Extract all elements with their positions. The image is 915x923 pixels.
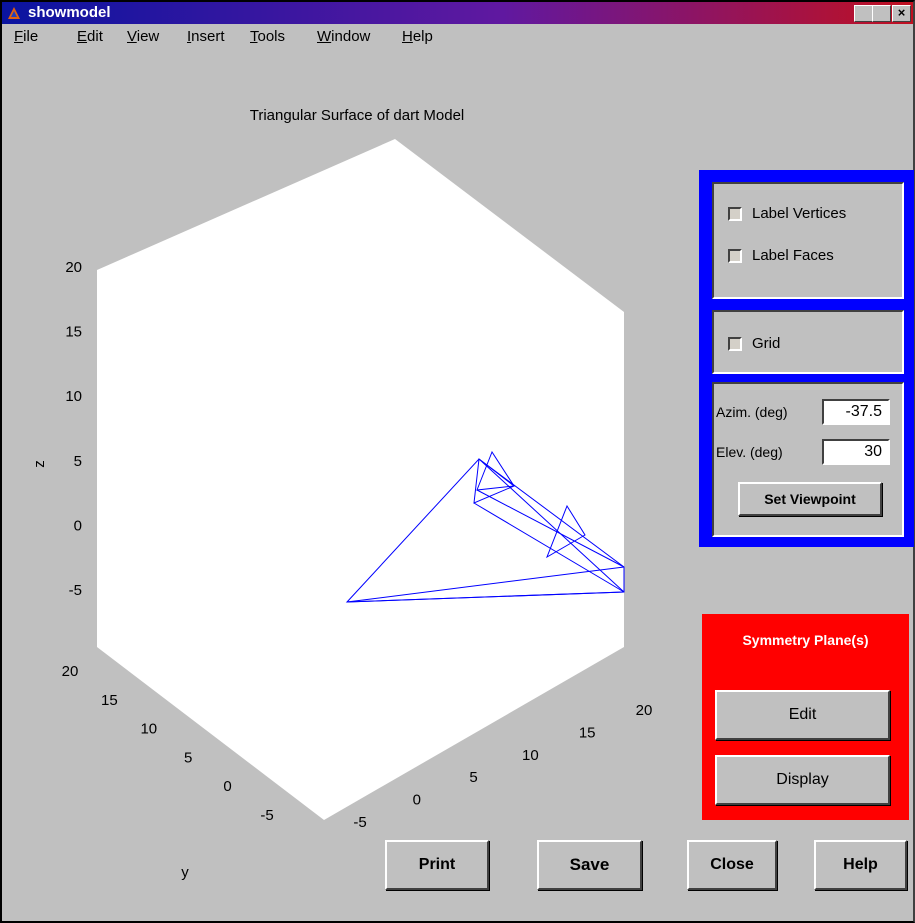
window-title: showmodel	[28, 4, 111, 21]
menu-bar: File Edit View Insert Tools Window Help	[2, 24, 913, 50]
label-vertices-label: Label Vertices	[752, 205, 847, 222]
x-tick-label: 10	[522, 747, 539, 764]
z-tick-label: 0	[74, 517, 82, 534]
x-tick-label: 20	[636, 702, 653, 719]
label-vertices-checkbox[interactable]	[728, 207, 742, 221]
label-group: Label Vertices Label Faces	[712, 182, 904, 299]
label-faces-label: Label Faces	[752, 247, 834, 264]
menu-item[interactable]: Insert	[187, 28, 225, 45]
plot-title: Triangular Surface of dart Model	[250, 107, 465, 124]
z-tick-label: -5	[69, 582, 82, 599]
close-window-button[interactable]: ×	[892, 5, 911, 22]
symmetry-panel: Symmetry Plane(s) Edit Display	[702, 614, 909, 820]
plot: Triangular Surface of dart Model z y 20 1…	[31, 107, 653, 881]
save-button[interactable]: Save	[537, 840, 642, 890]
z-tick-label: 10	[65, 388, 82, 405]
maximize-button[interactable]	[872, 5, 891, 22]
display-button[interactable]: Display	[715, 755, 890, 805]
menu-item[interactable]: File	[14, 28, 39, 45]
z-tick-label: 15	[65, 324, 82, 341]
y-axis-label: y	[181, 864, 189, 881]
elevation-label: Elev. (deg)	[716, 444, 783, 460]
menu-item[interactable]: Edit	[77, 28, 103, 45]
x-tick-label: 15	[579, 724, 596, 741]
close-button[interactable]: Close	[687, 840, 777, 890]
menu-item[interactable]: Help	[402, 28, 433, 45]
y-tick-label: 20	[62, 663, 79, 680]
y-tick-label: -5	[260, 807, 273, 824]
y-tick-label: 10	[140, 721, 157, 738]
y-tick-label: 5	[184, 749, 192, 766]
dart-model	[345, 450, 625, 603]
elevation-input[interactable]: 30	[822, 439, 890, 465]
edit-button[interactable]: Edit	[715, 690, 890, 740]
title-bar: showmodel ×	[2, 2, 913, 24]
x-tick-label: 5	[469, 769, 477, 786]
grid-checkbox[interactable]	[728, 337, 742, 351]
symmetry-title: Symmetry Plane(s)	[742, 632, 869, 648]
view-panel: Label Vertices Label Faces Grid Azim. (d…	[699, 170, 914, 547]
grid-group: Grid	[712, 310, 904, 374]
menu-item[interactable]: View	[127, 28, 160, 45]
viewpoint-group: Azim. (deg) -37.5 Elev. (deg) 30 Set Vie…	[712, 382, 904, 537]
x-tick-label: -5	[353, 814, 366, 831]
label-faces-checkbox[interactable]	[728, 249, 742, 263]
y-tick-label: 0	[223, 778, 231, 795]
app-icon	[8, 7, 20, 19]
menu-item[interactable]: Window	[317, 28, 371, 45]
azimuth-label: Azim. (deg)	[716, 404, 788, 420]
z-tick-label: 20	[65, 259, 82, 276]
z-tick-label: 5	[74, 453, 82, 470]
axes-box	[97, 139, 624, 820]
x-tick-label: 0	[413, 792, 421, 809]
y-tick-label: 15	[101, 692, 118, 709]
minimize-button[interactable]	[854, 5, 873, 22]
azimuth-input[interactable]: -37.5	[822, 399, 890, 425]
z-axis-label: z	[31, 460, 48, 468]
menu-item[interactable]: Tools	[250, 28, 286, 45]
grid-label: Grid	[752, 335, 781, 352]
set-viewpoint-button[interactable]: Set Viewpoint	[738, 482, 882, 516]
print-button[interactable]: Print	[385, 840, 489, 890]
help-button[interactable]: Help	[814, 840, 907, 890]
